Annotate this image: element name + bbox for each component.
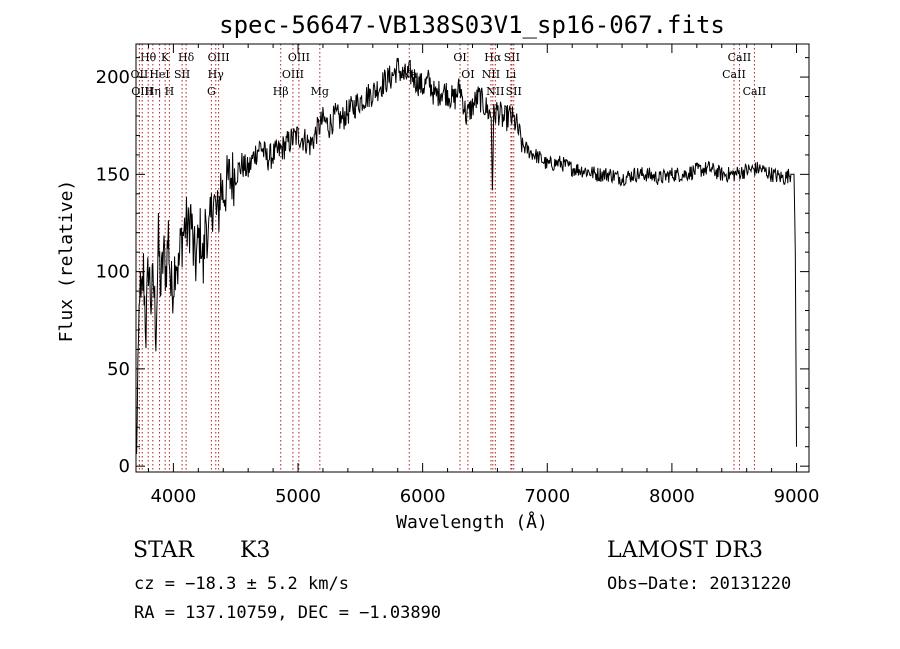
- marker-label-9: OIII: [208, 51, 230, 64]
- marker-label-21: NII: [486, 85, 504, 98]
- marker-label-27: CaII: [743, 85, 767, 98]
- marker-label-3: K: [161, 51, 170, 64]
- redshift-readout: cz = −18.3 ± 5.2 km/s: [134, 574, 349, 594]
- marker-label-7: SII: [174, 68, 190, 81]
- marker-label-14: Hβ: [273, 85, 289, 98]
- x-tick-label-2: 6000: [400, 486, 446, 507]
- object-subclass: K3: [240, 538, 271, 563]
- y-tick-label-2: 100: [96, 262, 130, 283]
- marker-label-6: Hδ: [178, 51, 195, 64]
- y-tick-label-4: 200: [96, 67, 130, 88]
- x-axis-label: Wavelength (Å): [396, 511, 548, 533]
- marker-label-26: CaII: [722, 68, 746, 81]
- marker-label-10: Hγ: [208, 68, 225, 81]
- marker-label-17: OI: [453, 51, 466, 64]
- marker-label-12: OIII: [288, 51, 310, 64]
- marker-label-23: Li: [505, 68, 516, 81]
- marker-label-24: SII: [506, 85, 522, 98]
- x-tick-label-3: 7000: [524, 486, 570, 507]
- x-tick-label-0: 4000: [150, 486, 196, 507]
- marker-label-25: CaII: [728, 51, 752, 64]
- marker-label-8: H: [165, 85, 175, 98]
- marker-label-19: Hα: [484, 51, 502, 64]
- marker-label-15: Mg: [311, 85, 329, 98]
- y-tick-label-3: 150: [96, 164, 130, 185]
- y-axis: 0 50 100 150 200: [96, 57, 809, 477]
- marker-label-18: OI: [461, 68, 474, 81]
- marker-label-2: OIII: [131, 85, 153, 98]
- survey-name: LAMOST DR3: [607, 538, 763, 563]
- flux-series-group: [135, 57, 797, 455]
- marker-label-1: OII: [131, 68, 149, 81]
- marker-label-22: SII: [504, 51, 520, 64]
- marker-label-4: HeI: [149, 68, 169, 81]
- x-tick-label-5: 9000: [774, 486, 820, 507]
- observation-date: Obs−Date: 20131220: [607, 574, 792, 594]
- chart-title: spec-56647-VB138S03V1_sp16-067.fits: [219, 11, 725, 39]
- marker-label-13: OIII: [282, 68, 304, 81]
- marker-label-20: NII: [482, 68, 500, 81]
- flux-series-0: [135, 57, 797, 455]
- y-tick-label-0: 0: [119, 456, 130, 477]
- marker-label-11: G: [207, 85, 216, 98]
- y-tick-label-1: 50: [107, 359, 130, 380]
- y-axis-label: Flux (relative): [56, 180, 77, 343]
- coordinates-readout: RA = 137.10759, DEC = −1.03890: [134, 603, 442, 623]
- object-class: STAR: [133, 538, 194, 563]
- x-tick-label-4: 8000: [649, 486, 695, 507]
- x-axis: 4000 5000 6000 7000 8000 9000: [147, 44, 820, 507]
- x-tick-label-1: 5000: [275, 486, 321, 507]
- marker-label-5: Hη: [145, 85, 161, 98]
